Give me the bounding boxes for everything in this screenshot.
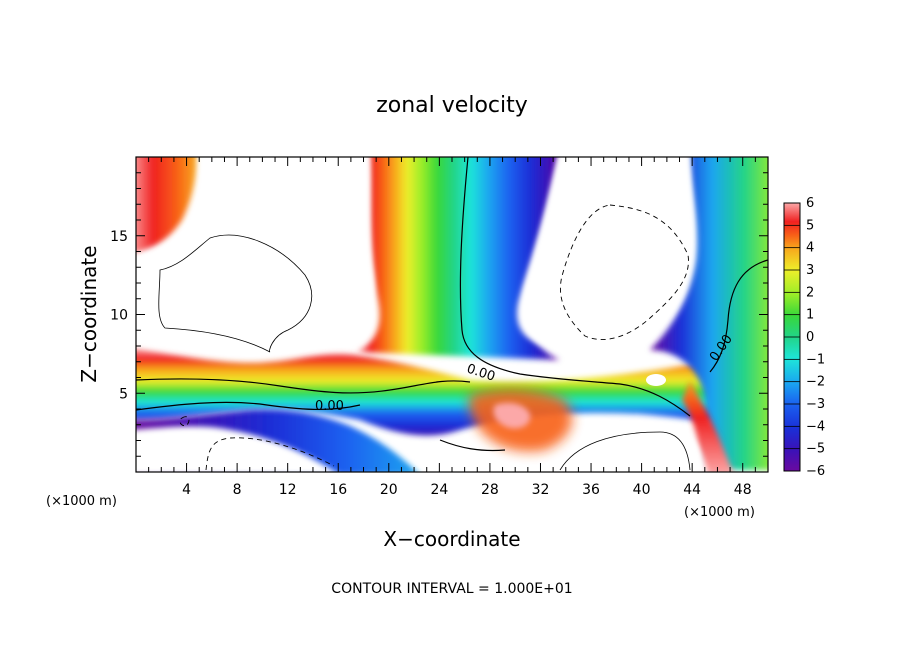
contour-positive-loop <box>158 234 313 353</box>
x-axis-title: X−coordinate <box>383 527 520 551</box>
contour-lower-right-loop <box>559 431 691 471</box>
contour-zero-lower-mid <box>439 439 506 452</box>
colorbar-label: 6 <box>806 196 814 211</box>
field-central-jet <box>356 157 560 360</box>
colorbar-label: −2 <box>806 375 825 390</box>
y-axis-units: (×1000 m) <box>46 494 117 509</box>
contour-dashed-lines <box>179 204 689 471</box>
colorbar-label: 3 <box>806 263 814 278</box>
chart-title: zonal velocity <box>376 93 528 118</box>
x-tick-label: 24 <box>430 482 448 498</box>
contour-negative-lower-left <box>205 437 335 471</box>
contour-label-left: 0.00 <box>315 399 344 414</box>
colorbar-label: −1 <box>806 352 825 367</box>
field-right-column <box>650 157 768 470</box>
y-tick-label: 5 <box>119 386 128 402</box>
colorbar-label: 0 <box>806 330 814 345</box>
contour-negative-loop <box>560 204 689 340</box>
contour-thin-lines <box>158 234 691 471</box>
contour-interval-note: CONTOUR INTERVAL = 1.000E+01 <box>331 581 572 597</box>
field-shear-band <box>136 348 768 436</box>
field-white-upper-left <box>136 157 374 344</box>
y-tick-label: 10 <box>110 308 128 324</box>
field-white-lower-right <box>561 428 708 472</box>
colorbar-label: −3 <box>806 397 825 412</box>
plot-area: 0.00 0.00 0.00 <box>136 157 768 472</box>
axis-ticks <box>136 157 768 472</box>
contour-negative-small <box>179 416 190 427</box>
field-white-lower-left <box>136 426 336 472</box>
x-tick-label: 4 <box>182 482 191 498</box>
colorbar-labels: 6 5 4 3 2 1 0 −1 −2 −3 −4 −5 −6 <box>806 196 825 479</box>
x-axis-units: (×1000 m) <box>684 505 755 520</box>
x-tick-label: 16 <box>329 482 347 498</box>
x-tick-label: 48 <box>734 482 752 498</box>
field-right-red-streak <box>682 380 734 472</box>
contour-zero-lower-left <box>136 401 361 411</box>
x-tick-label: 36 <box>582 482 600 498</box>
x-tick-label: 12 <box>279 482 297 498</box>
colorbar-label: −4 <box>806 419 825 434</box>
contour-zero-left-band <box>136 378 471 394</box>
field-lower-pink-patch <box>493 402 531 429</box>
colorbar-label: −6 <box>806 464 825 479</box>
field-white-upper-right <box>516 157 693 347</box>
x-tick-label: 20 <box>380 482 398 498</box>
colorbar-label: 2 <box>806 285 814 300</box>
contour-zero-right <box>709 259 768 373</box>
colorbar-label: 4 <box>806 241 814 256</box>
y-axis-tick-labels: 5 10 15 <box>110 229 128 403</box>
field-white-blob <box>646 374 666 386</box>
x-tick-label: 44 <box>683 482 701 498</box>
x-tick-label: 40 <box>633 482 651 498</box>
x-axis-tick-labels: 4 8 12 16 20 24 28 32 36 40 44 48 <box>182 482 752 498</box>
y-axis-title: Z−coordinate <box>77 245 101 382</box>
y-tick-label: 15 <box>110 229 128 245</box>
colorbar-ticks <box>784 202 800 472</box>
contour-lines <box>136 157 768 452</box>
field-upper-left-cell <box>136 157 197 253</box>
x-tick-label: 32 <box>532 482 550 498</box>
colorbar-label: 5 <box>806 218 814 233</box>
colorbar-label: 1 <box>806 308 814 323</box>
x-tick-label: 8 <box>233 482 242 498</box>
colorbar-label: −5 <box>806 442 825 457</box>
contour-zero-central <box>459 157 691 417</box>
x-tick-label: 28 <box>481 482 499 498</box>
